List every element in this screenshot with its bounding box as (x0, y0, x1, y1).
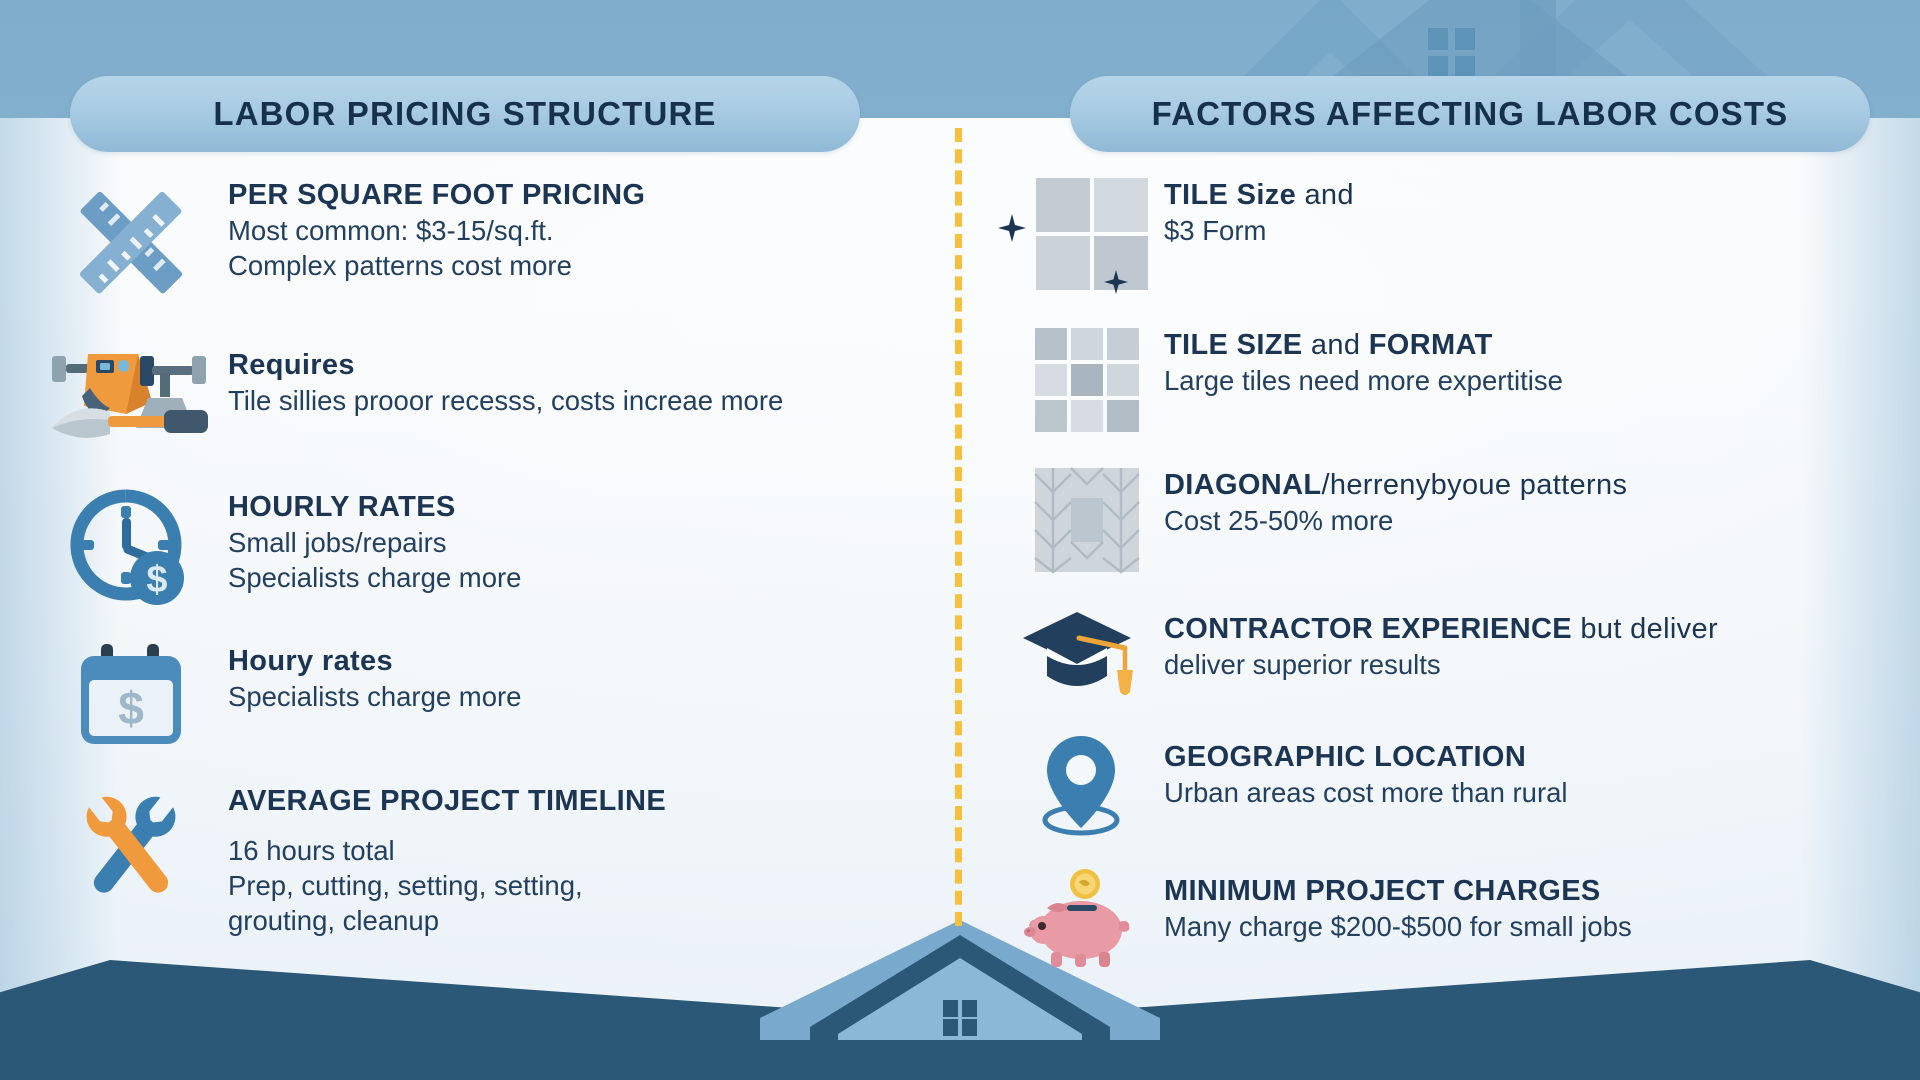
item-description: Large tiles need more expertitise (1164, 364, 1890, 399)
item-title-normal: and (1296, 179, 1354, 211)
tile-cutter-trowel-icon (51, 342, 208, 462)
item-title: PER SQUARE FOOT PRICING (228, 179, 646, 211)
item-description: Tile sillies prooor recesss, costs incre… (228, 384, 936, 419)
house-window-pane (962, 1000, 977, 1017)
item-title-bold-2: FORMAT (1368, 329, 1493, 361)
list-item[interactable]: Requires Tile sillies prooor recesss, co… (51, 342, 936, 462)
list-item[interactable]: $ HOURLY RATES Small jobs/repairs Specia… (56, 489, 936, 608)
item-title-bold: TILE SIZE (1164, 329, 1303, 361)
crossed-rulers-icon (56, 178, 206, 308)
item-title-normal: /herrenybyoue patterns (1321, 469, 1628, 501)
item-description: Most common: $3-15/sq.ft. Complex patter… (228, 214, 936, 284)
bottom-band-dark (0, 1034, 1920, 1080)
item-line: Specialists charge more (228, 681, 522, 713)
right-column-heading: FACTORS AFFECTING LABOR COSTS (1070, 76, 1870, 152)
item-title-bold: MINIMUM PROJECT CHARGES (1164, 875, 1601, 907)
item-line: Specialists charge more (228, 562, 522, 594)
item-line: Small jobs/repairs (228, 527, 447, 559)
item-title-normal: and (1302, 329, 1369, 361)
background-house-window (1428, 28, 1448, 50)
background-house-window (1455, 28, 1475, 50)
background-house-window (1455, 56, 1475, 78)
wrench-tools-icon (56, 784, 206, 912)
item-description: Many charge $200-$500 for small jobs (1164, 910, 1890, 945)
list-item[interactable]: AVERAGE PROJECT TIMELINE 16 hours total … (56, 784, 936, 939)
left-column-heading: LABOR PRICING STRUCTURE (70, 76, 860, 152)
item-line: Urban areas cost more than rural (1164, 777, 1568, 809)
item-line: Cost 25-50% more (1164, 505, 1394, 537)
sparkle-icon (1104, 270, 1128, 294)
item-line: grouting, cleanup (228, 905, 439, 937)
item-line: 16 hours total (228, 835, 395, 867)
list-item[interactable]: TILE SIZE and FORMAT Large tiles need mo… (1020, 328, 1890, 432)
tile-4grid-icon (998, 178, 1148, 294)
list-item[interactable]: DIAGONAL/herrenybyoue patterns Cost 25-5… (1020, 467, 1890, 574)
item-title-bold: GEOGRAPHIC LOCATION (1164, 741, 1527, 773)
background-house-window (1428, 56, 1448, 78)
item-title: DIAGONAL/herrenybyoue patterns (1164, 468, 1890, 502)
list-item[interactable]: PER SQUARE FOOT PRICING Most common: $3-… (56, 178, 936, 308)
item-description: Urban areas cost more than rural (1164, 776, 1890, 811)
item-description: deliver superior results (1164, 648, 1890, 683)
item-description: 16 hours total Prep, cutting, setting, s… (228, 834, 936, 939)
item-line: Many charge $200-$500 for small jobs (1164, 911, 1632, 943)
item-description: Small jobs/repairs Specialists charge mo… (228, 526, 936, 596)
house-window-pane (943, 1000, 958, 1017)
item-description: Specialists charge more (228, 680, 936, 715)
item-title: AVERAGE PROJECT TIMELINE (228, 785, 667, 817)
svg-text:$: $ (146, 559, 167, 601)
house-window-pane (943, 1019, 958, 1036)
graduation-cap-icon (1020, 608, 1140, 704)
item-title: MINIMUM PROJECT CHARGES (1164, 874, 1890, 908)
item-line: Tile sillies prooor recesss, costs incre… (228, 385, 784, 417)
labor-pricing-structure-list: PER SQUARE FOOT PRICING Most common: $3-… (51, 178, 936, 969)
item-title: TILE Size and (1164, 178, 1890, 212)
calendar-dollar-icon: $ (56, 640, 206, 750)
item-description: Cost 25-50% more (1164, 504, 1890, 539)
item-line: $3 Form (1164, 215, 1267, 247)
svg-text:$: $ (118, 682, 144, 734)
herringbone-icon (1020, 467, 1140, 574)
tile-9grid-icon (1020, 328, 1140, 432)
item-title: Houry rates (228, 645, 393, 677)
item-title: HOURLY RATES (228, 491, 456, 523)
dashed-divider (955, 128, 962, 926)
piggy-bank-coin-icon (1020, 868, 1140, 968)
item-title-bold: TILE Size (1164, 179, 1297, 211)
clock-dollar-icon: $ (56, 489, 206, 608)
list-item[interactable]: TILE Size and $3 Form (998, 178, 1890, 294)
house-window-pane (962, 1019, 977, 1036)
list-item[interactable]: CONTRACTOR EXPERIENCE but deliver delive… (1020, 608, 1890, 704)
item-title: GEOGRAPHIC LOCATION (1164, 740, 1890, 774)
item-title-bold: DIAGONAL (1164, 469, 1322, 501)
list-item[interactable]: GEOGRAPHIC LOCATION Urban areas cost mor… (1020, 734, 1890, 842)
item-description: $3 Form (1164, 214, 1890, 249)
factors-affecting-labor-costs-list: TILE Size and $3 Form TILE SIZE (998, 178, 1890, 998)
item-title: TILE SIZE and FORMAT (1164, 328, 1890, 362)
item-title-normal: but deliver (1571, 613, 1719, 645)
item-line: Most common: $3-15/sq.ft. (228, 215, 554, 247)
item-line: Complex patterns cost more (228, 250, 572, 282)
background-house-chimney (1520, 0, 1556, 80)
map-pin-icon (1020, 734, 1140, 842)
list-item[interactable]: $ Houry rates Specialists charge more (56, 640, 936, 750)
item-line: Large tiles need more expertitise (1164, 365, 1563, 397)
item-title: CONTRACTOR EXPERIENCE but deliver (1164, 612, 1890, 646)
item-title: Requires (228, 349, 355, 381)
item-title-bold: CONTRACTOR EXPERIENCE (1164, 613, 1572, 645)
list-item[interactable]: MINIMUM PROJECT CHARGES Many charge $200… (1020, 868, 1890, 968)
item-line: deliver superior results (1164, 649, 1441, 681)
item-line: Prep, cutting, setting, setting, (228, 870, 583, 902)
sparkle-icon (998, 214, 1026, 242)
